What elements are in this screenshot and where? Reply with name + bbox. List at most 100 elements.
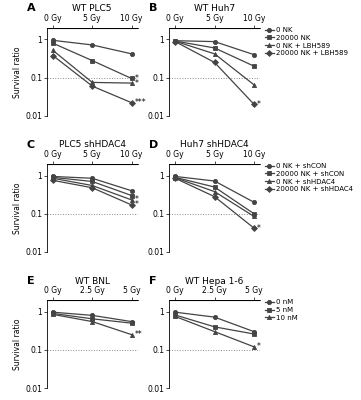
- 20000 NK + shHDAC4: [90, 185, 95, 190]
- 0 NK + shCON: [212, 179, 217, 184]
- 0 NK: [90, 42, 95, 47]
- 20000 NK: [252, 64, 256, 68]
- Title: WT Hepa 1-6: WT Hepa 1-6: [186, 276, 244, 286]
- 20000 NK + LBH589: [212, 60, 217, 65]
- Title: Huh7 shHDAC4: Huh7 shHDAC4: [180, 140, 249, 150]
- 5 nM: [173, 312, 177, 317]
- Text: ***: ***: [135, 98, 147, 107]
- 20000 NK + LBH589: [173, 39, 177, 44]
- Line: 0 NK + LBH589: 0 NK + LBH589: [173, 39, 256, 87]
- Line: 20000 NK + shHDAC4: 20000 NK + shHDAC4: [51, 178, 134, 207]
- 10 nM: [90, 319, 95, 324]
- Line: 0 nM: 0 nM: [51, 310, 134, 324]
- 0 nM: [212, 315, 217, 320]
- Y-axis label: Survival ratio: Survival ratio: [13, 318, 22, 370]
- 0 nM: [90, 313, 95, 318]
- 20000 NK: [173, 39, 177, 44]
- 20000 NK + shHDAC4: [212, 194, 217, 199]
- 20000 NK + shHDAC4: [51, 178, 55, 183]
- Line: 0 NK + LBH589: 0 NK + LBH589: [51, 48, 134, 85]
- 0 NK + shCON: [51, 174, 55, 179]
- 20000 NK: [212, 46, 217, 50]
- Text: **: **: [135, 330, 143, 339]
- 20000 NK + shHDAC4: [130, 202, 134, 207]
- 0 nM: [51, 310, 55, 314]
- 0 NK + LBH589: [252, 82, 256, 87]
- Y-axis label: Survival ratio: Survival ratio: [13, 182, 22, 234]
- 20000 NK + LBH589: [51, 53, 55, 58]
- Line: 20000 NK: 20000 NK: [51, 41, 134, 80]
- Legend: 0 NK, 20000 NK, 0 NK + LBH589, 20000 NK + LBH589: 0 NK, 20000 NK, 0 NK + LBH589, 20000 NK …: [265, 27, 348, 56]
- Text: *: *: [135, 196, 139, 204]
- Text: E: E: [27, 276, 35, 286]
- Text: *: *: [257, 342, 261, 351]
- 5 nM: [90, 316, 95, 321]
- 0 NK: [252, 52, 256, 57]
- 0 NK + shHDAC4: [90, 183, 95, 188]
- Line: 0 NK: 0 NK: [173, 39, 256, 57]
- 0 NK + shCON: [173, 174, 177, 179]
- Legend: 0 NK + shCON, 20000 NK + shCON, 0 NK + shHDAC4, 20000 NK + shHDAC4: 0 NK + shCON, 20000 NK + shCON, 0 NK + s…: [265, 163, 353, 192]
- 0 NK + shCON: [130, 188, 134, 193]
- Text: *: *: [257, 100, 261, 109]
- Line: 20000 NK + shHDAC4: 20000 NK + shHDAC4: [173, 176, 256, 230]
- Title: WT Huh7: WT Huh7: [194, 4, 235, 13]
- Line: 10 nM: 10 nM: [51, 312, 134, 337]
- 5 nM: [51, 311, 55, 316]
- 5 nM: [130, 321, 134, 326]
- Text: *: *: [135, 78, 139, 88]
- 5 nM: [212, 324, 217, 329]
- Text: C: C: [27, 140, 35, 150]
- 0 NK + LBH589: [130, 81, 134, 86]
- Line: 0 nM: 0 nM: [173, 310, 256, 334]
- 20000 NK + LBH589: [90, 84, 95, 88]
- Line: 5 nM: 5 nM: [51, 311, 134, 325]
- 20000 NK + shCON: [51, 175, 55, 180]
- 0 nM: [130, 319, 134, 324]
- 20000 NK + shCON: [252, 211, 256, 216]
- Text: F: F: [149, 276, 157, 286]
- Line: 0 NK + shCON: 0 NK + shCON: [51, 174, 134, 193]
- Title: PLC5 shHDAC4: PLC5 shHDAC4: [59, 140, 126, 150]
- Line: 20000 NK + shCON: 20000 NK + shCON: [51, 175, 134, 198]
- 20000 NK + shHDAC4: [252, 226, 256, 230]
- 0 NK + shCON: [252, 200, 256, 205]
- Title: WT BNL: WT BNL: [75, 276, 110, 286]
- Text: *: *: [257, 224, 261, 233]
- Text: B: B: [149, 4, 158, 14]
- Line: 20000 NK: 20000 NK: [173, 39, 256, 68]
- Text: D: D: [149, 140, 158, 150]
- 0 NK + LBH589: [173, 39, 177, 44]
- 0 NK + shHDAC4: [212, 189, 217, 194]
- Title: WT PLC5: WT PLC5: [73, 4, 112, 13]
- Line: 20000 NK + LBH589: 20000 NK + LBH589: [51, 54, 134, 105]
- Line: 5 nM: 5 nM: [173, 313, 256, 336]
- 10 nM: [51, 312, 55, 317]
- Text: A: A: [27, 4, 36, 14]
- 0 NK: [212, 39, 217, 44]
- 0 NK: [173, 38, 177, 43]
- 5 nM: [252, 332, 256, 336]
- 0 nM: [173, 310, 177, 314]
- Line: 20000 NK + shCON: 20000 NK + shCON: [173, 175, 256, 216]
- 20000 NK + LBH589: [130, 100, 134, 105]
- 10 nM: [252, 344, 256, 349]
- Legend: 0 nM, 5 nM, 10 nM: 0 nM, 5 nM, 10 nM: [265, 299, 297, 321]
- Text: *: *: [135, 74, 139, 83]
- 20000 NK + shCON: [212, 185, 217, 190]
- 0 nM: [252, 329, 256, 334]
- 20000 NK + shCON: [90, 179, 95, 184]
- 20000 NK + shHDAC4: [173, 176, 177, 181]
- 0 NK + LBH589: [90, 80, 95, 85]
- 0 NK: [51, 38, 55, 43]
- Line: 0 NK: 0 NK: [51, 38, 134, 56]
- 10 nM: [130, 332, 134, 337]
- Text: *: *: [135, 200, 139, 210]
- 20000 NK: [51, 41, 55, 46]
- Line: 20000 NK + LBH589: 20000 NK + LBH589: [173, 40, 256, 106]
- 0 NK + shHDAC4: [130, 198, 134, 202]
- 20000 NK + shCON: [130, 193, 134, 198]
- 20000 NK + LBH589: [252, 102, 256, 107]
- 20000 NK + shCON: [173, 175, 177, 180]
- Line: 0 NK + shHDAC4: 0 NK + shHDAC4: [51, 176, 134, 202]
